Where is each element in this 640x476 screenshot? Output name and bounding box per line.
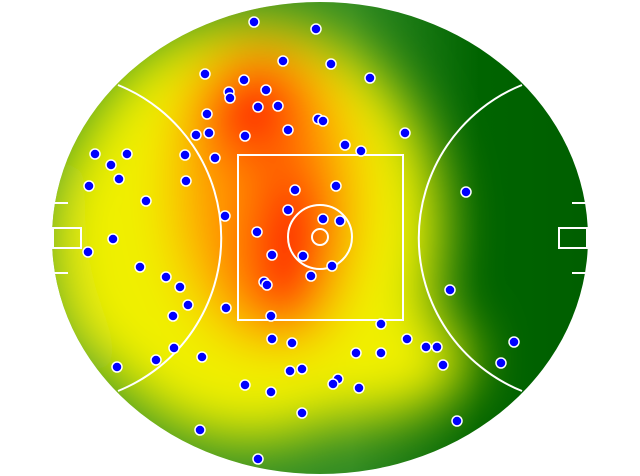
- player-dot: [261, 279, 273, 291]
- player-dot: [364, 72, 376, 84]
- player-dot: [355, 145, 367, 157]
- player-dot: [121, 148, 133, 160]
- player-dot: [224, 92, 236, 104]
- player-dot: [334, 215, 346, 227]
- player-dot: [265, 386, 277, 398]
- player-dot: [431, 341, 443, 353]
- player-dot: [201, 108, 213, 120]
- player-dot: [160, 271, 172, 283]
- player-dot: [134, 261, 146, 273]
- player-dot: [82, 246, 94, 258]
- player-dot: [266, 249, 278, 261]
- player-dot: [239, 130, 251, 142]
- player-dot: [238, 74, 250, 86]
- player-dot: [105, 159, 117, 171]
- player-dot: [203, 127, 215, 139]
- player-dot: [282, 124, 294, 136]
- player-dot: [252, 101, 264, 113]
- player-dot: [325, 58, 337, 70]
- player-dot: [284, 365, 296, 377]
- player-dot: [451, 415, 463, 427]
- player-dot: [83, 180, 95, 192]
- player-dot: [326, 260, 338, 272]
- player-dot: [305, 270, 317, 282]
- player-dot: [190, 129, 202, 141]
- player-dot: [150, 354, 162, 366]
- player-dot: [495, 357, 507, 369]
- player-dot: [289, 184, 301, 196]
- player-dot: [111, 361, 123, 373]
- player-dot: [199, 68, 211, 80]
- player-dot: [174, 281, 186, 293]
- player-dot: [168, 342, 180, 354]
- player-dot: [282, 204, 294, 216]
- player-dot: [266, 333, 278, 345]
- player-dot: [113, 173, 125, 185]
- player-dot: [339, 139, 351, 151]
- player-dot: [182, 299, 194, 311]
- field-lines: [52, 84, 588, 392]
- player-dot: [420, 341, 432, 353]
- player-dot: [140, 195, 152, 207]
- player-dot: [330, 180, 342, 192]
- player-dot: [350, 347, 362, 359]
- player-dot: [297, 250, 309, 262]
- player-dot: [251, 226, 263, 238]
- player-dot: [327, 378, 339, 390]
- player-dot: [209, 152, 221, 164]
- player-dot: [260, 84, 272, 96]
- player-dot: [296, 407, 308, 419]
- player-dot: [248, 16, 260, 28]
- player-dot: [460, 186, 472, 198]
- player-dot: [89, 148, 101, 160]
- player-dot: [401, 333, 413, 345]
- player-dot: [167, 310, 179, 322]
- player-dot: [399, 127, 411, 139]
- player-dot: [310, 23, 322, 35]
- player-dot: [508, 336, 520, 348]
- player-dot: [375, 347, 387, 359]
- player-dot: [194, 424, 206, 436]
- player-dot: [252, 453, 264, 465]
- player-dot: [179, 149, 191, 161]
- player-dot: [265, 310, 277, 322]
- player-dot: [239, 379, 251, 391]
- player-dot: [219, 210, 231, 222]
- player-dot: [277, 55, 289, 67]
- player-dot: [296, 363, 308, 375]
- player-dot: [107, 233, 119, 245]
- player-dot: [272, 100, 284, 112]
- player-dot: [353, 382, 365, 394]
- player-dot: [444, 284, 456, 296]
- player-dot: [317, 213, 329, 225]
- player-dot: [437, 359, 449, 371]
- player-dot: [375, 318, 387, 330]
- player-dot: [180, 175, 192, 187]
- player-dot: [196, 351, 208, 363]
- player-dot: [220, 302, 232, 314]
- player-dot: [286, 337, 298, 349]
- player-dot: [317, 115, 329, 127]
